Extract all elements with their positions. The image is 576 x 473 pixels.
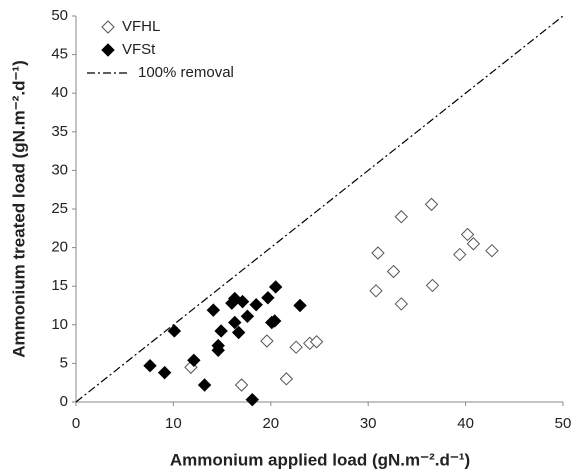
legend-label: VFHL: [122, 18, 160, 35]
y-tick-label: 40: [51, 84, 68, 101]
y-tick-label: 5: [60, 354, 68, 371]
point: [386, 264, 401, 279]
point: [369, 284, 383, 298]
point: [460, 227, 475, 242]
y-tick-label: 25: [51, 200, 68, 217]
point: [371, 246, 385, 260]
legend-marker: [101, 20, 115, 34]
x-tick-label: 30: [360, 415, 377, 432]
point: [260, 334, 274, 348]
point: [466, 237, 481, 251]
point: [453, 247, 467, 262]
point: [143, 359, 157, 373]
y-axis-title: Ammonium treated load (gN.m⁻².d⁻¹): [9, 60, 28, 358]
x-tick-label: 10: [165, 415, 182, 432]
reference-line: [75, 15, 564, 403]
y-tick-label: 10: [51, 316, 68, 333]
point: [394, 210, 409, 224]
y-tick-label: 35: [51, 123, 68, 140]
point: [293, 298, 307, 313]
x-tick-label: 0: [72, 415, 80, 432]
point: [234, 378, 249, 392]
point: [309, 335, 324, 349]
x-tick-label: 20: [262, 415, 279, 432]
point: [240, 309, 255, 324]
point: [235, 294, 250, 309]
point: [228, 315, 242, 330]
x-tick-label: 50: [555, 415, 572, 432]
point: [425, 278, 440, 293]
legend-label: VFSt: [122, 41, 156, 58]
y-tick-label: 45: [51, 46, 68, 63]
point: [289, 340, 303, 354]
legend-marker: [101, 43, 115, 57]
point: [231, 325, 246, 340]
point: [268, 280, 283, 294]
point: [167, 324, 182, 338]
y-tick-label: 0: [60, 393, 68, 410]
point: [157, 365, 172, 380]
y-tick-label: 20: [51, 239, 68, 256]
point: [206, 303, 221, 317]
point: [394, 297, 409, 311]
point: [261, 291, 275, 305]
x-axis-title: Ammonium applied load (gN.m⁻².d⁻¹): [170, 450, 470, 469]
point: [279, 372, 294, 386]
x-tick-label: 40: [457, 415, 474, 432]
legend-label: 100% removal: [138, 64, 234, 81]
point: [245, 392, 260, 407]
y-tick-label: 30: [51, 161, 68, 178]
point: [424, 197, 439, 212]
y-tick-label: 15: [51, 277, 68, 294]
point: [214, 324, 228, 338]
point: [485, 243, 499, 258]
point: [197, 378, 212, 392]
point: [211, 343, 225, 357]
y-tick-label: 50: [51, 7, 68, 24]
point: [187, 353, 201, 368]
point: [267, 314, 282, 328]
point: [249, 298, 263, 312]
